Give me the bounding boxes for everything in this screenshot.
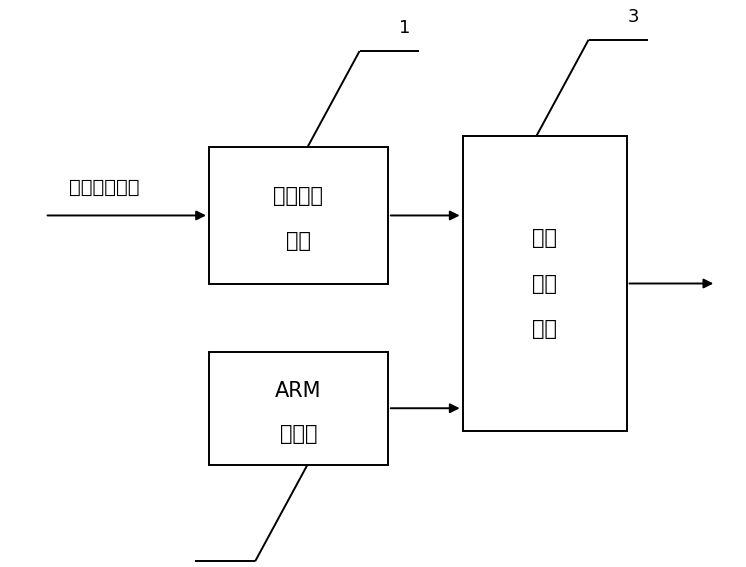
Text: 电路: 电路: [286, 231, 311, 251]
Text: 1: 1: [398, 19, 410, 37]
Text: 电路: 电路: [532, 319, 557, 339]
Text: ARM: ARM: [275, 381, 322, 401]
Text: 反馈电压信号: 反馈电压信号: [69, 177, 140, 197]
Text: 门限检测: 门限检测: [273, 185, 324, 206]
Bar: [463, 136, 627, 431]
Text: 3: 3: [627, 8, 639, 26]
Text: 单片机: 单片机: [280, 424, 317, 444]
Bar: [209, 352, 388, 465]
Text: 判决: 判决: [532, 273, 557, 294]
Bar: [209, 147, 388, 284]
Text: 逻辑: 逻辑: [532, 228, 557, 248]
